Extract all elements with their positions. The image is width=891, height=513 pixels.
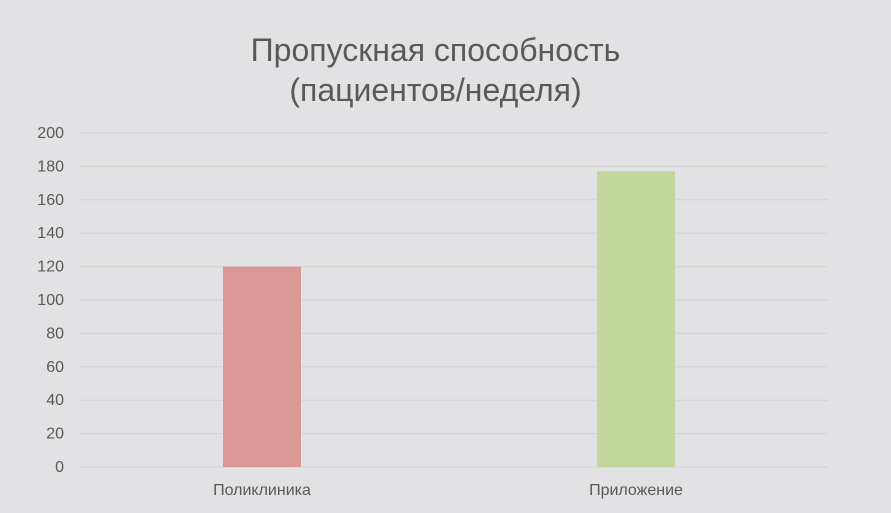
y-tick-label: 100 [37, 292, 64, 309]
y-axis-tick-labels: 0 20 40 60 80 100 120 140 160 180 200 [37, 125, 64, 476]
chart-title-line-2: (пациентов/неделя) [289, 72, 582, 108]
gridlines [80, 132, 828, 468]
y-tick-label: 200 [37, 125, 64, 142]
y-tick-label: 20 [46, 426, 64, 443]
bar-1 [223, 266, 301, 467]
y-tick-label: 80 [46, 325, 64, 342]
x-axis-category-labels: Поликлиника Приложение [213, 482, 683, 499]
bars [223, 171, 675, 467]
y-tick-label: 180 [37, 158, 64, 175]
category-label: Приложение [589, 482, 683, 499]
chart-title: Пропускная способность (пациентов/неделя… [0, 30, 871, 110]
y-tick-label: 140 [37, 225, 64, 242]
chart-title-line-1: Пропускная способность [250, 32, 621, 68]
bar-2 [597, 171, 675, 467]
y-tick-label: 40 [46, 392, 64, 409]
y-tick-label: 0 [55, 459, 64, 476]
category-label: Поликлиника [213, 482, 311, 499]
y-tick-label: 120 [37, 259, 64, 276]
y-tick-label: 60 [46, 359, 64, 376]
y-tick-label: 160 [37, 192, 64, 209]
